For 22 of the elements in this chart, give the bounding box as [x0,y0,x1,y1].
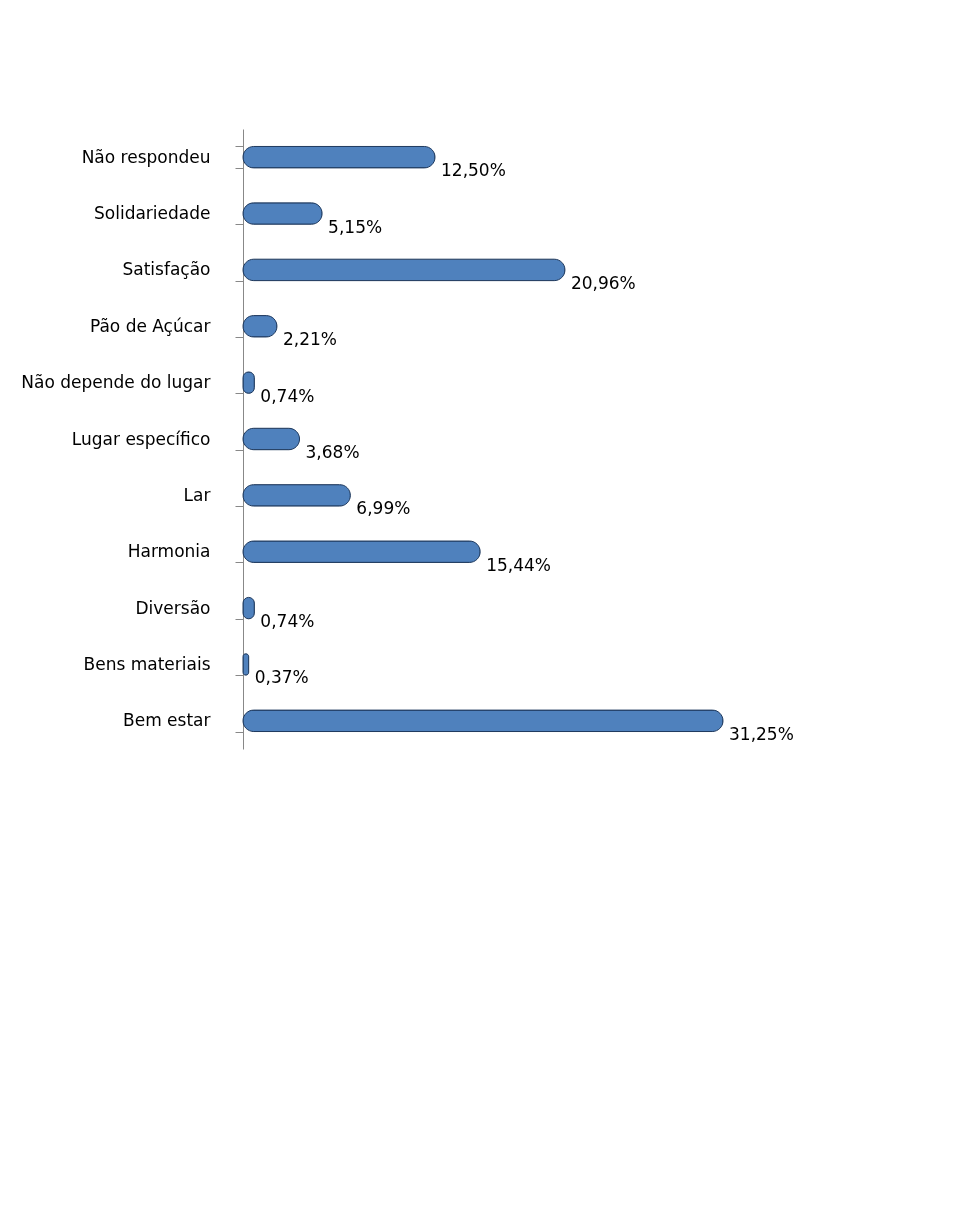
data-label: 2,21% [282,329,337,350]
y-tick-label: Lugar específico [71,428,211,449]
y-tick-label: Bens materiais [83,653,211,674]
data-label: 3,68% [305,442,360,462]
data-label: 0,74% [260,611,315,632]
y-tick-label: Bem estar [123,710,211,731]
data-label: 20,96% [570,272,636,293]
data-label: 5,15% [328,216,383,237]
data-label: 6,99% [356,498,411,519]
data-label: 15,44% [486,554,551,575]
y-tick-label: Lar [183,484,211,505]
data-label: 31,25% [729,723,794,744]
y-tick-label: Solidariedade [94,203,211,224]
data-label: 12,50% [441,160,506,181]
data-label: 0,37% [254,667,309,688]
y-tick-label: Diversão [135,597,211,618]
data-label: 0,74% [260,385,315,406]
y-tick-label: Satisfação [122,259,211,280]
y-tick-label: Harmonia [127,541,211,562]
y-tick-label: Não depende do lugar [21,372,211,393]
y-tick-label: Não respondeu [81,146,211,167]
y-tick-label: Pão de Açúcar [89,315,211,336]
